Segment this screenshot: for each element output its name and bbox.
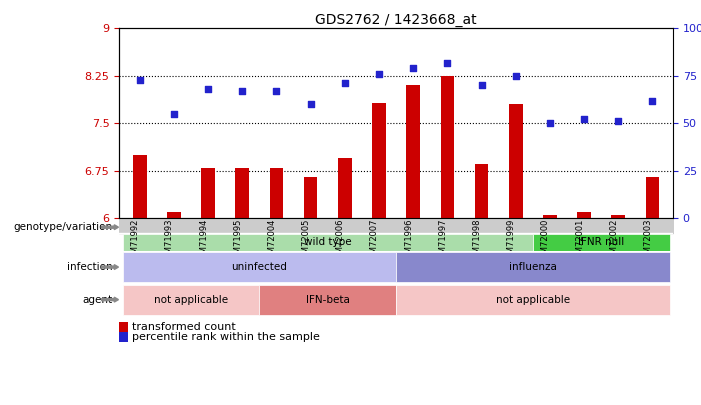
Point <box>544 120 555 126</box>
Bar <box>577 212 591 218</box>
Text: GSM72004: GSM72004 <box>267 219 276 264</box>
Point <box>168 111 179 117</box>
Bar <box>133 155 147 218</box>
Text: influenza: influenza <box>509 262 557 272</box>
Text: GSM71994: GSM71994 <box>199 219 208 264</box>
Text: GSM72005: GSM72005 <box>301 219 311 264</box>
Bar <box>123 285 259 315</box>
Text: genotype/variation: genotype/variation <box>13 222 112 232</box>
Text: GSM72001: GSM72001 <box>575 219 584 264</box>
Point <box>578 116 590 123</box>
Text: percentile rank within the sample: percentile rank within the sample <box>132 332 320 342</box>
Text: GSM72006: GSM72006 <box>336 219 345 264</box>
Bar <box>123 234 533 251</box>
Text: agent: agent <box>82 294 112 305</box>
Text: GSM71998: GSM71998 <box>472 219 482 264</box>
Bar <box>167 212 181 218</box>
Bar <box>236 168 249 218</box>
Bar <box>533 234 669 251</box>
Bar <box>396 252 669 282</box>
Point <box>510 72 522 79</box>
Text: GSM71999: GSM71999 <box>507 219 516 264</box>
Text: GSM71992: GSM71992 <box>130 219 139 264</box>
Title: GDS2762 / 1423668_at: GDS2762 / 1423668_at <box>315 13 477 27</box>
Point <box>134 77 145 83</box>
Text: uninfected: uninfected <box>231 262 287 272</box>
Bar <box>407 85 420 218</box>
Text: not applicable: not applicable <box>496 294 570 305</box>
Text: not applicable: not applicable <box>154 294 228 305</box>
Point <box>271 88 282 94</box>
Point <box>237 88 248 94</box>
Point <box>613 118 624 125</box>
Bar <box>396 285 669 315</box>
Text: GSM71995: GSM71995 <box>233 219 243 264</box>
Point <box>305 101 316 108</box>
Point <box>374 71 385 77</box>
Bar <box>646 177 659 218</box>
Text: infection: infection <box>67 262 112 272</box>
Text: GSM72003: GSM72003 <box>644 219 653 264</box>
Text: GSM72000: GSM72000 <box>541 219 550 264</box>
Bar <box>440 76 454 218</box>
Text: GSM72007: GSM72007 <box>370 219 379 264</box>
Point <box>442 59 453 66</box>
Point <box>647 97 658 104</box>
Bar <box>475 164 489 218</box>
Bar <box>304 177 318 218</box>
Point <box>339 80 350 87</box>
Text: GSM71996: GSM71996 <box>404 219 413 264</box>
Bar <box>611 215 625 218</box>
Text: wild type: wild type <box>304 237 351 247</box>
Bar <box>338 158 352 218</box>
Bar <box>543 215 557 218</box>
Bar <box>201 168 215 218</box>
Point <box>407 65 418 71</box>
Bar <box>259 285 396 315</box>
Text: IFN-beta: IFN-beta <box>306 294 350 305</box>
Text: GSM72002: GSM72002 <box>609 219 618 264</box>
Bar <box>372 103 386 218</box>
Bar <box>270 168 283 218</box>
Text: IFNR null: IFNR null <box>578 237 625 247</box>
Bar <box>509 104 522 218</box>
Point <box>476 82 487 89</box>
Text: GSM71997: GSM71997 <box>438 219 447 264</box>
Point <box>203 86 214 92</box>
Text: transformed count: transformed count <box>132 322 236 332</box>
Text: GSM71993: GSM71993 <box>165 219 174 264</box>
Bar <box>123 252 396 282</box>
